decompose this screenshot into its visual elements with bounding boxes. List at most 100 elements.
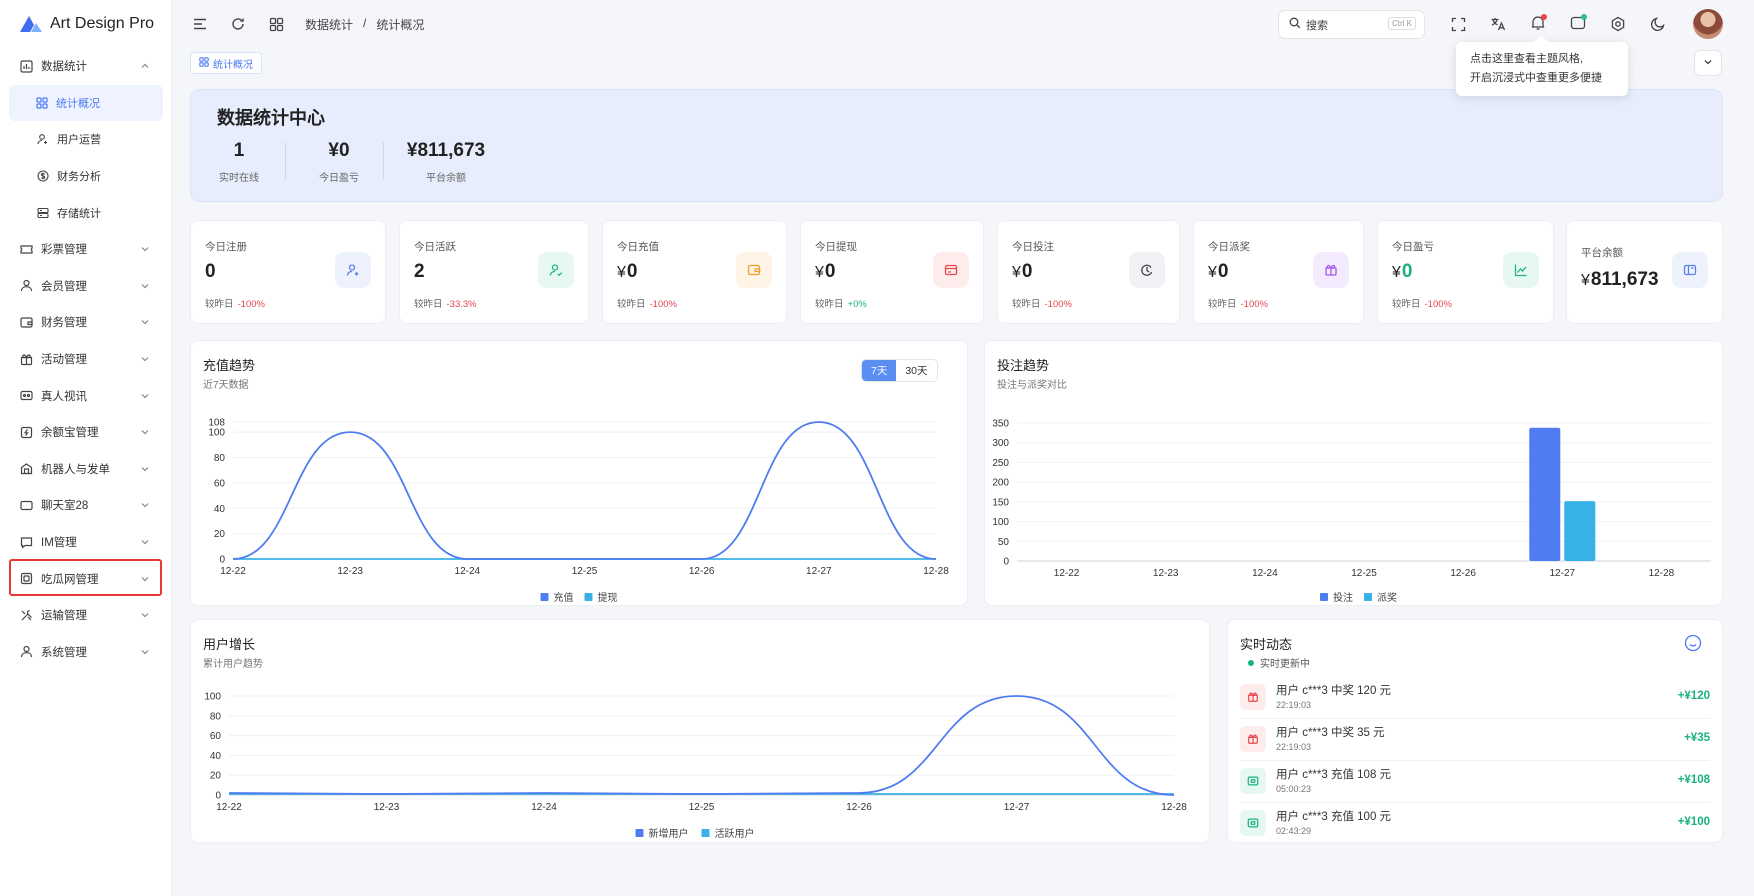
menu-group-chatroom[interactable]: 聊天室28 [0,487,172,524]
chart-subtitle: 投注与派奖对比 [997,380,1067,391]
chat-bubble-icon[interactable] [1568,13,1588,33]
menu-label: 活动管理 [41,354,87,367]
realtime-item[interactable]: 用户 c***3 中奖 120 元 22:19:03 +¥120 [1240,678,1710,720]
legend-swatch [635,829,644,837]
chat-badge [1581,14,1587,20]
x-tick-label: 12-26 [846,802,872,813]
menu-group-system[interactable]: 系统管理 [0,634,172,671]
menu-group-yuebao[interactable]: 余额宝管理 [0,414,172,451]
chevron-down-icon [140,427,150,437]
divider [1240,760,1710,761]
range-30d-button[interactable]: 30天 [905,365,928,377]
menu-group-live-video[interactable]: 真人视讯 [0,377,172,414]
menu-group-ops[interactable]: 运输管理 [0,597,172,634]
balance-icon [1672,252,1708,288]
growth-chart-card: 用户增长 累计用户趋势 0 20 40 60 80 100 12-22 12-23 12-24 1… [190,619,1210,843]
x-tick-label: 12-27 [1549,568,1575,579]
tabs-dropdown-button[interactable] [1694,50,1722,76]
bet-chart: 0 50 100 150 200 250 300 350 12-22 12-23 12-24 12-2… [992,419,1711,604]
menu-group-im[interactable]: IM管理 [0,524,172,561]
chart-icon [20,60,33,73]
compare-percent: -100% [649,299,677,310]
realtime-text: 用户 c***3 充值 100 元 [1276,811,1392,823]
menu-group-chigua[interactable]: 吃瓜网管理 [0,560,172,597]
breadcrumb-item[interactable]: 数据统计 [305,18,354,32]
chevron-down-icon [140,281,150,291]
realtime-status: 实时更新中 [1240,655,1310,670]
currency-symbol: ¥ [617,264,626,281]
tab-overview[interactable]: 统计概况 [190,52,262,74]
menu-label: 机器人与发单 [41,463,110,476]
translate-icon[interactable] [1488,14,1508,34]
realtime-item[interactable]: 用户 c***3 中奖 35 元 22:19:03 +¥35 [1240,720,1710,762]
user-icon [20,279,33,292]
sidebar: Art Design Pro 数据统计 统计概况 用户运营 财务分析 存储统计 … [0,0,172,896]
grid-icon [35,96,48,109]
stat-card-label: 今日提现 [815,241,857,253]
logo[interactable]: Art Design Pro [18,12,154,36]
stat-card-label: 平台余额 [1581,247,1623,259]
sidebar-item-overview[interactable]: 统计概况 [9,84,163,122]
menu-group-data-stats[interactable]: 数据统计 [0,48,172,85]
menu-group-finance[interactable]: 财务管理 [0,304,172,341]
search-icon [1289,17,1301,32]
range-7d-button[interactable]: 7天 [862,360,897,381]
realtime-item[interactable]: 用户 c***3 充值 100 元 02:43:29 +¥100 [1240,804,1710,846]
compare-percent: -33.3% [446,299,477,310]
menu-group-robots[interactable]: 机器人与发单 [0,451,172,488]
sidebar-item-storage-stats[interactable]: 存储统计 [0,194,172,231]
menu-label: 系统管理 [41,646,87,659]
x-tick-label: 12-25 [689,802,715,813]
x-tick-label: 12-27 [806,566,832,577]
divider [285,142,286,180]
x-tick-label: 12-24 [531,802,557,813]
notification-icon[interactable] [1528,13,1548,33]
menu-fold-icon[interactable] [190,14,210,34]
fullscreen-icon[interactable] [1448,14,1468,34]
growth-chart: 0 20 40 60 80 100 12-22 12-23 12-24 12-25 12-26 12-… [204,692,1187,841]
legend-label: 派奖 [1377,591,1397,604]
apps-grid-icon[interactable] [266,14,286,34]
stat-card-value: ¥0 [1392,261,1412,283]
x-tick-label: 12-23 [1153,568,1179,579]
sidebar-item-user-ops[interactable]: 用户运营 [0,121,172,158]
stat-card-label: 今日派奖 [1208,241,1250,253]
compare-label: 较昨日 [815,299,844,310]
realtime-text: 用户 c***3 中奖 120 元 [1276,685,1392,697]
y-tick-label: 50 [998,537,1010,548]
realtime-item[interactable]: 用户 c***3 充值 108 元 05:00:23 +¥108 [1240,762,1710,804]
menu-group-activities[interactable]: 活动管理 [0,341,172,378]
menu-label: 运输管理 [41,610,87,623]
robot-icon [20,462,33,475]
dollar-circle-icon [36,170,49,183]
compare-percent: -100% [237,299,265,310]
smile-icon[interactable] [1684,634,1702,655]
sidebar-item-finance-analysis[interactable]: 财务分析 [0,158,172,195]
menu-label: 统计概况 [56,97,100,110]
currency-symbol: ¥ [1012,264,1021,281]
stat-card-compare: 较昨日 -100% [1392,296,1452,310]
stat-card-label: 今日盈亏 [1392,241,1434,253]
x-tick-label: 12-25 [1351,568,1377,579]
chevron-down-icon [140,500,150,510]
avatar[interactable] [1693,9,1723,39]
menu-label: IM管理 [41,537,77,550]
realtime-amount: +¥100 [1677,816,1710,828]
menu-group-members[interactable]: 会员管理 [0,268,172,305]
stat-value: ¥0 [328,140,350,161]
realtime-text: 用户 c***3 充值 108 元 [1276,769,1392,781]
chart-title: 投注趋势 [997,358,1050,373]
breadcrumb-current: 统计概况 [376,18,425,32]
dark-mode-icon[interactable] [1648,14,1668,34]
legend-swatch [540,593,549,601]
stat-card: 今日派奖 ¥0 较昨日 -100% [1193,220,1364,324]
refresh-icon[interactable] [228,14,248,34]
settings-icon[interactable] [1608,14,1628,34]
realtime-card: 实时动态 实时更新中 用户 c***3 中奖 120 元 22:19:03 +¥12… [1227,619,1723,843]
menu-group-lottery[interactable]: 彩票管理 [0,231,172,268]
compare-percent: -100% [1044,299,1072,310]
highlight-box [9,559,162,596]
y-tick-label: 80 [214,453,226,464]
stat-card-value: ¥0 [1208,261,1228,283]
search-box[interactable]: 搜索 Ctrl K [1278,10,1425,39]
